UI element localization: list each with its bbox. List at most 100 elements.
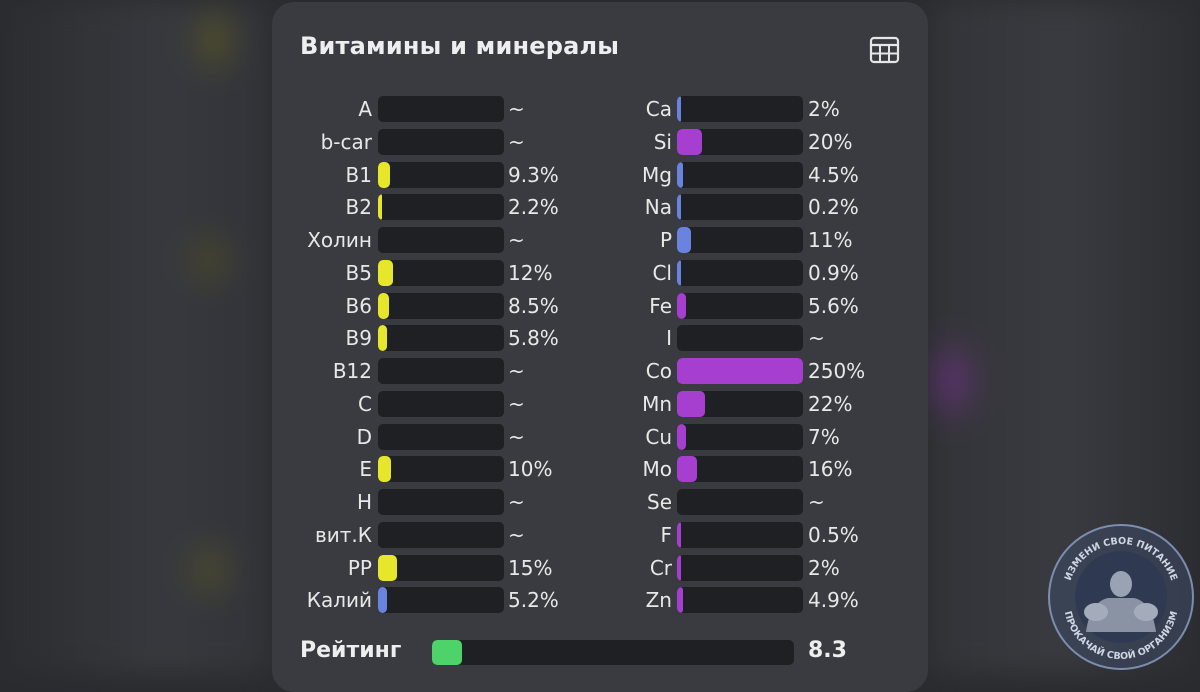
mineral-label: Si xyxy=(653,130,672,154)
vitamin-label: B12 xyxy=(332,359,372,383)
vitamin-bar-fill xyxy=(378,555,397,581)
mineral-value: 0.2% xyxy=(808,195,859,219)
vitamin-value: ~ xyxy=(508,425,525,449)
mineral-label: Na xyxy=(644,195,672,219)
vitamin-bar-fill xyxy=(378,325,387,351)
mineral-value: 5.6% xyxy=(808,294,859,318)
mineral-bar-fill xyxy=(677,555,681,581)
vitamin-label: H xyxy=(356,490,372,514)
mineral-label: Cl xyxy=(652,261,672,285)
vitamin-value: ~ xyxy=(508,359,525,383)
mineral-label: Se xyxy=(647,490,672,514)
vitamin-value: 2.2% xyxy=(508,195,559,219)
blurred-background-left xyxy=(0,0,270,674)
vitamin-bar xyxy=(378,260,504,286)
vitamin-value: 8.5% xyxy=(508,294,559,318)
mineral-bar xyxy=(677,325,803,351)
mineral-value: 4.9% xyxy=(808,588,859,612)
vitamin-bar-fill xyxy=(378,587,387,613)
table-view-icon[interactable] xyxy=(869,36,900,64)
vitamin-bar xyxy=(378,456,504,482)
mineral-bar-fill xyxy=(677,587,683,613)
vitamin-bar xyxy=(378,587,504,613)
vitamin-label: b-car xyxy=(320,130,372,154)
vitamin-label: Холин xyxy=(307,228,372,252)
vitamin-bar xyxy=(378,489,504,515)
mineral-bar xyxy=(677,555,803,581)
mineral-value: 11% xyxy=(808,228,853,252)
mineral-label: F xyxy=(660,523,672,547)
vitamin-bar-fill xyxy=(378,260,393,286)
vitamin-label: B2 xyxy=(345,195,372,219)
mineral-bar-fill xyxy=(677,227,691,253)
vitamin-value: 9.3% xyxy=(508,163,559,187)
mineral-label: Zn xyxy=(645,588,672,612)
mineral-bar-fill xyxy=(677,194,681,220)
vitamin-bar xyxy=(378,96,504,122)
vitamin-bar xyxy=(378,293,504,319)
vitamin-bar-fill xyxy=(378,456,391,482)
mineral-bar-fill xyxy=(677,162,683,188)
mineral-bar-fill xyxy=(677,96,681,122)
vitamin-value: ~ xyxy=(508,523,525,547)
mineral-value: 0.5% xyxy=(808,523,859,547)
vitamin-bar xyxy=(378,227,504,253)
vitamin-label: D xyxy=(356,425,372,449)
vitamin-value: 10% xyxy=(508,457,553,481)
mineral-bar xyxy=(677,456,803,482)
vitamin-bar xyxy=(378,162,504,188)
vitamin-value: 12% xyxy=(508,261,553,285)
mineral-label: Mn xyxy=(642,392,672,416)
mineral-label: Ca xyxy=(645,97,672,121)
vitamin-label: B5 xyxy=(345,261,372,285)
vitamin-bar-fill xyxy=(378,293,389,319)
vitamin-bar xyxy=(378,555,504,581)
mineral-bar xyxy=(677,424,803,450)
mineral-value: 2% xyxy=(808,97,840,121)
vitamin-label: Калий xyxy=(306,588,372,612)
rating-bar-fill xyxy=(432,640,462,665)
mineral-bar xyxy=(677,129,803,155)
vitamin-label: PP xyxy=(347,556,372,580)
vitamin-label: B6 xyxy=(345,294,372,318)
vitamin-bar xyxy=(378,358,504,384)
mineral-bar-fill xyxy=(677,129,702,155)
mineral-label: Cu xyxy=(645,425,672,449)
vitamin-value: ~ xyxy=(508,228,525,252)
vitamin-value: ~ xyxy=(508,130,525,154)
mineral-bar-fill xyxy=(677,424,686,450)
vitamin-bar xyxy=(378,391,504,417)
mineral-value: 0.9% xyxy=(808,261,859,285)
mineral-value: ~ xyxy=(808,490,825,514)
mineral-label: Cr xyxy=(649,556,672,580)
vitamin-bar-fill xyxy=(378,162,390,188)
vitamin-bar xyxy=(378,522,504,548)
mineral-bar xyxy=(677,260,803,286)
mineral-bar-fill xyxy=(677,358,803,384)
vitamin-bar-fill xyxy=(378,194,382,220)
vitamin-bar xyxy=(378,325,504,351)
mineral-value: ~ xyxy=(808,326,825,350)
mineral-bar xyxy=(677,489,803,515)
vitamin-label: A xyxy=(358,97,372,121)
vitamin-label: B9 xyxy=(345,326,372,350)
mineral-bar xyxy=(677,194,803,220)
mineral-value: 20% xyxy=(808,130,853,154)
vitamin-label: E xyxy=(359,457,372,481)
vitamin-value: ~ xyxy=(508,490,525,514)
mineral-label: Co xyxy=(645,359,672,383)
mineral-bar xyxy=(677,391,803,417)
mineral-bar xyxy=(677,227,803,253)
mineral-label: Mg xyxy=(642,163,672,187)
vitamin-value: 5.2% xyxy=(508,588,559,612)
mineral-bar xyxy=(677,358,803,384)
vitamin-bar xyxy=(378,194,504,220)
panel-title: Витамины и минералы xyxy=(300,32,620,60)
rating-bar xyxy=(432,640,794,665)
mineral-bar-fill xyxy=(677,522,681,548)
vitamin-value: ~ xyxy=(508,392,525,416)
mineral-value: 7% xyxy=(808,425,840,449)
mineral-label: Fe xyxy=(649,294,672,318)
rating-value: 8.3 xyxy=(808,638,847,663)
vitamin-bar xyxy=(378,424,504,450)
